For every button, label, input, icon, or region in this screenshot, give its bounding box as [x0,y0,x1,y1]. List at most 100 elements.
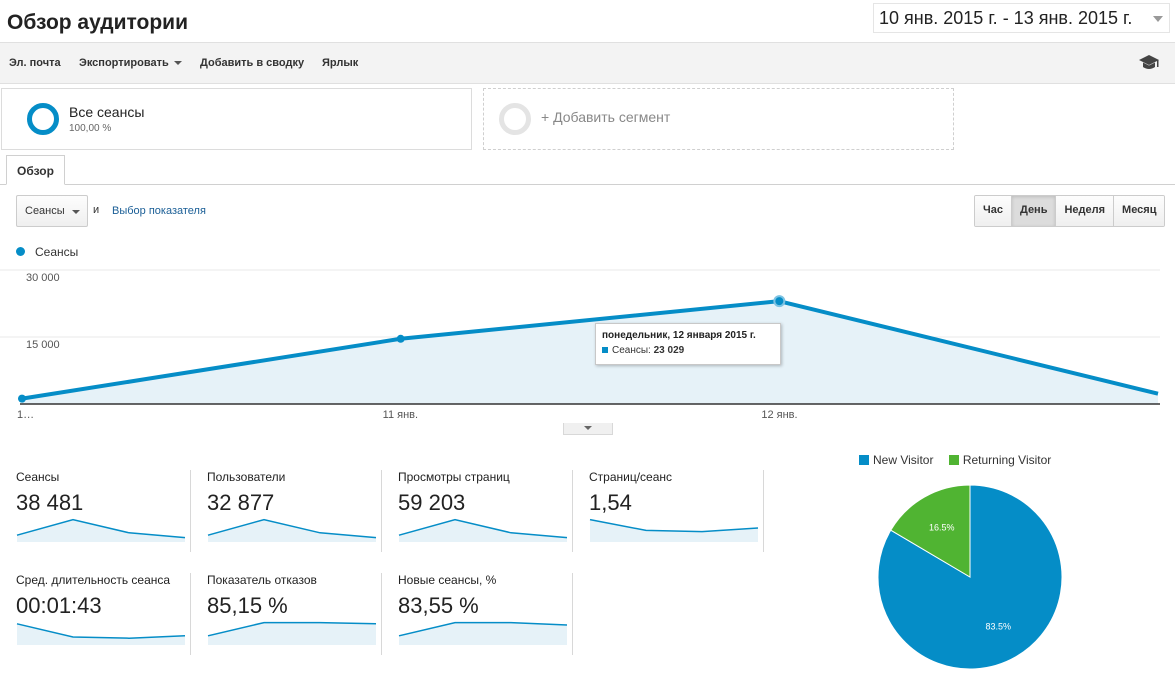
sparkline-line [207,621,377,637]
segment-ring-icon [27,103,59,135]
segment-percent: 100,00 % [69,123,112,134]
page-title: Обзор аудитории [7,11,188,34]
segment-placeholder-ring-icon [499,103,531,135]
kpi-label: Показатель отказов [207,573,317,587]
period-week-button[interactable]: Неделя [1056,196,1115,226]
kpi-value: 38 481 [16,490,84,515]
chevron-down-icon [72,210,80,214]
sparkline-line [398,518,568,539]
pie-slice-label: 16.5% [929,522,955,532]
sessions-line-chart: 30 000 15 000 1… 11 янв. 12 янв. [0,269,1160,421]
pie-legend: New Visitor Returning Visitor [859,453,1051,467]
kpi-tile[interactable]: Сеансы 38 481 [0,470,191,552]
period-day-button[interactable]: День [1011,196,1057,226]
kpi-label: Просмотры страниц [398,470,510,484]
email-button[interactable]: Эл. почта [9,57,61,69]
and-label: и [93,204,100,216]
x-tick-label: 11 янв. [383,409,418,421]
date-range-label: 10 янв. 2015 г. - 13 янв. 2015 г. [879,8,1133,28]
data-point[interactable] [18,394,26,403]
add-segment-label: + Добавить сегмент [541,109,671,125]
tooltip-title: понедельник, 12 января 2015 г. [602,330,756,341]
kpi-tile[interactable]: Новые сеансы, % 83,55 % [382,573,573,655]
toolbar: Эл. почта Экспортировать Добавить в свод… [0,42,1175,84]
select-metric-link[interactable]: Выбор показателя [112,205,206,217]
sparkline-line [207,518,377,539]
y-tick-label: 15 000 [26,339,60,351]
kpi-sparkline [398,621,568,645]
chevron-down-icon [584,426,592,430]
sparkline-area [399,519,567,542]
x-tick-label: 1… [17,409,34,421]
metric-select[interactable]: Сеансы [16,195,88,227]
tooltip-value: 23 029 [653,345,685,356]
tooltip-row: Сеансы: 23 029 [602,345,774,356]
kpi-label: Страниц/сеанс [589,470,673,484]
tooltip-series-square [602,347,608,354]
graduation-cap-icon[interactable] [1138,54,1160,72]
tab-overview[interactable]: Обзор [6,155,65,185]
x-tick-label: 12 янв. [761,409,797,421]
chevron-down-icon [173,61,182,66]
sparkline-line [16,623,186,639]
legend-returning-visitor-swatch [948,455,959,465]
add-segment-button[interactable]: + Добавить сегмент [483,88,954,150]
tooltip-label: Сеансы: [612,345,651,356]
visitor-pie-chart: 83.5% 16.5% [877,484,1063,670]
kpi-value: 00:01:43 [16,593,102,618]
sparkline-area [590,519,758,542]
tab-divider [0,184,1175,185]
chevron-down-icon [1153,16,1163,22]
kpi-value: 83,55 % [398,593,479,618]
chart-tooltip: понедельник, 12 января 2015 г. Сеансы: 2… [595,323,781,365]
segment-all-sessions[interactable]: Все сеансы 100,00 % [1,88,472,150]
y-tick-label: 30 000 [26,272,60,284]
period-toggle-group: Час День Неделя Месяц [974,195,1166,227]
sparkline-area [17,519,185,542]
sparkline-area [17,623,185,645]
add-to-dashboard-button[interactable]: Добавить в сводку [200,57,305,69]
shortcut-button[interactable]: Ярлык [322,57,359,69]
export-button[interactable]: Экспортировать [79,57,182,69]
data-point[interactable] [773,295,786,308]
legend-series-label[interactable]: Сеансы [35,245,79,259]
sparkline-area [208,519,376,542]
metric-select-value: Сеансы [25,205,65,217]
kpi-value: 32 877 [207,490,275,515]
kpi-sparkline [398,518,568,542]
kpi-label: Пользователи [207,470,286,484]
export-label: Экспортировать [79,57,169,69]
kpi-sparkline [207,621,377,645]
kpi-value: 85,15 % [207,593,288,618]
kpi-sparkline [16,623,186,645]
legend-series-dot [16,247,25,256]
kpi-label: Новые сеансы, % [398,573,497,587]
legend-new-visitor-swatch [859,455,869,465]
chart-collapse-handle[interactable] [563,423,613,435]
sparkline-line [398,621,568,637]
kpi-tile[interactable]: Сред. длительность сеанса 00:01:43 [0,573,191,655]
sparkline-line [589,518,759,533]
kpi-label: Сеансы [16,470,60,484]
kpi-tile[interactable]: Просмотры страниц 59 203 [382,470,573,552]
kpi-tile[interactable]: Пользователи 32 877 [191,470,382,552]
period-month-button[interactable]: Месяц [1114,196,1165,226]
pie-slice[interactable] [890,484,971,578]
legend-returning-visitor[interactable]: Returning Visitor [962,453,1052,467]
kpi-sparkline [589,518,759,542]
series-area [22,301,1158,404]
series-line [21,299,1159,401]
pie-slice-label: 83.5% [985,622,1011,632]
kpi-label: Сред. длительность сеанса [16,573,171,587]
kpi-tile[interactable]: Страниц/сеанс 1,54 [573,470,764,552]
segment-name: Все сеансы [69,104,145,120]
legend-new-visitor[interactable]: New Visitor [873,453,934,467]
period-hour-button[interactable]: Час [975,196,1012,226]
date-range-picker[interactable]: 10 янв. 2015 г. - 13 янв. 2015 г. [873,3,1170,33]
kpi-tile[interactable]: Показатель отказов 85,15 % [191,573,382,655]
sparkline-line [16,518,186,539]
data-point[interactable] [396,334,405,343]
pie-slice[interactable] [877,484,1063,670]
kpi-value: 59 203 [398,490,466,515]
kpi-sparkline [207,518,377,542]
